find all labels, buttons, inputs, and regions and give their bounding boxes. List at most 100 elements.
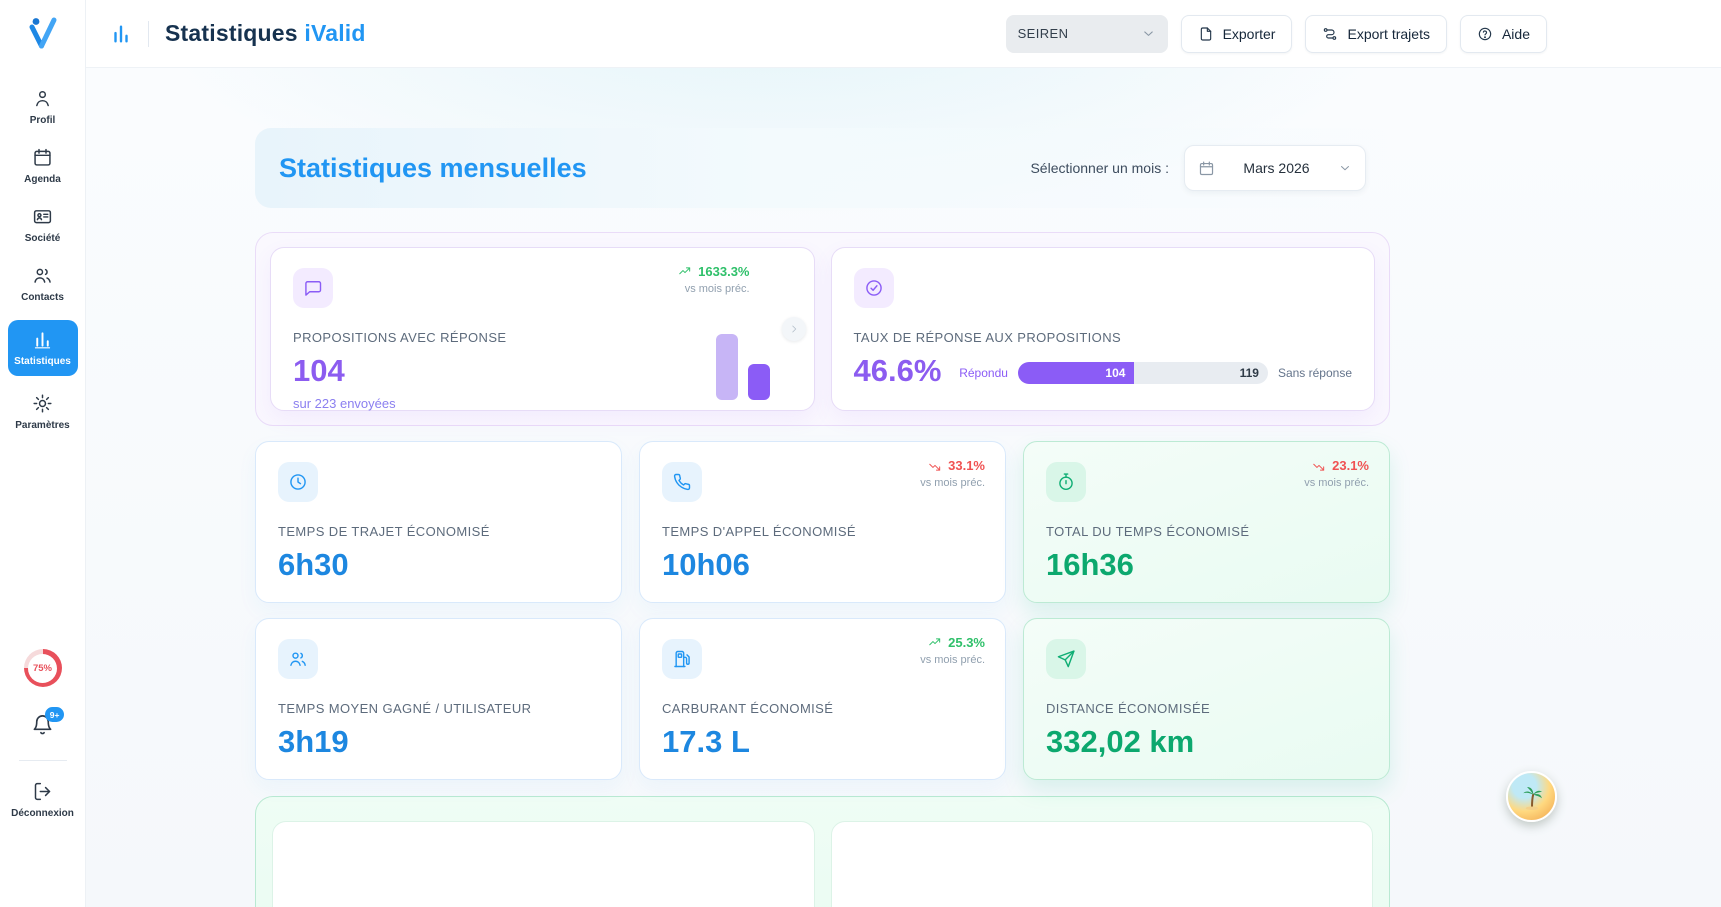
partial-card (272, 821, 815, 907)
card-next-button[interactable] (782, 317, 806, 341)
month-picker-label: Sélectionner un mois : (1030, 160, 1169, 176)
topbar-title-group: Statistiques iValid (110, 20, 366, 47)
trend-down-icon (1312, 459, 1326, 473)
trend-caption: vs mois préc. (920, 654, 985, 666)
card-value: 332,02 km (1046, 724, 1367, 760)
logout-button[interactable]: Déconnexion (8, 777, 78, 823)
check-circle-icon (864, 278, 884, 298)
notifications-count-badge: 9+ (45, 707, 64, 722)
trend-up-icon (678, 265, 692, 279)
trend-value: 25.3% (920, 635, 985, 650)
trend-block: 23.1% vs mois préc. (1304, 458, 1369, 489)
section-header: Statistiques mensuelles Sélectionner un … (255, 128, 1390, 208)
trend-block: 25.3% vs mois préc. (920, 635, 985, 666)
sidebar-item-label: Contacts (21, 292, 64, 303)
topbar-actions: SEIREN Exporter Export trajets Aide (1006, 15, 1547, 53)
month-picker-group: Sélectionner un mois : Mars 2026 (1030, 145, 1366, 191)
trend-caption: vs mois préc. (678, 283, 749, 295)
palm-tree-icon (1517, 782, 1547, 812)
card-title: TEMPS D'APPEL ÉCONOMISÉ (662, 524, 983, 539)
help-button[interactable]: Aide (1460, 15, 1547, 53)
sidebar-item-label: Statistiques (14, 356, 71, 367)
trend-caption: vs mois préc. (1304, 477, 1369, 489)
document-icon (1198, 26, 1214, 42)
card-title: TAUX DE RÉPONSE AUX PROPOSITIONS (854, 330, 1353, 345)
mini-bar-chart (716, 334, 770, 400)
card-title: TEMPS DE TRAJET ÉCONOMISÉ (278, 524, 599, 539)
fuel-pump-icon (672, 649, 692, 669)
no-answer-bar-segment: 119 (1134, 362, 1268, 384)
logout-icon (32, 781, 53, 802)
help-circle-icon (1477, 26, 1493, 42)
card-value: 17.3 L (662, 724, 983, 760)
sidebar-item-agenda[interactable]: Agenda (8, 143, 78, 189)
card-title: CARBURANT ÉCONOMISÉ (662, 701, 983, 716)
response-progress-bar: 104 119 (1018, 362, 1268, 384)
user-icon (32, 88, 53, 109)
stat-card-distance: DISTANCE ÉCONOMISÉE 332,02 km (1023, 618, 1390, 780)
stopwatch-icon (1056, 472, 1076, 492)
page-title: Statistiques iValid (165, 20, 366, 47)
card-title: TEMPS MOYEN GAGNÉ / UTILISATEUR (278, 701, 599, 716)
card-value: 6h30 (278, 547, 599, 583)
mini-bar-sent (716, 334, 738, 400)
sidebar-item-statistiques[interactable]: Statistiques (8, 320, 78, 376)
trend-block: 33.1% vs mois préc. (920, 458, 985, 489)
month-select[interactable]: Mars 2026 (1184, 145, 1366, 191)
stat-card-taux-reponse: TAUX DE RÉPONSE AUX PROPOSITIONS 46.6% R… (831, 247, 1376, 411)
notifications-button[interactable]: 9+ (31, 713, 54, 736)
chip (662, 639, 702, 679)
stats-header-icon (110, 23, 132, 45)
sidebar-item-contacts[interactable]: Contacts (8, 261, 78, 307)
id-card-icon (32, 206, 53, 227)
help-button-label: Aide (1502, 26, 1530, 42)
chip (662, 462, 702, 502)
ivalid-logo-icon (23, 14, 63, 54)
usage-progress-value: 75% (28, 654, 57, 683)
logout-label: Déconnexion (11, 808, 74, 819)
stat-card-temps-moyen: TEMPS MOYEN GAGNÉ / UTILISATEUR 3h19 (255, 618, 622, 780)
page-title-main: Statistiques (165, 20, 298, 46)
mini-bar-answered (748, 364, 770, 400)
export-trips-button[interactable]: Export trajets (1305, 15, 1446, 53)
trend-down-icon (928, 459, 942, 473)
clock-icon (288, 472, 308, 492)
sidebar-item-profil[interactable]: Profil (8, 84, 78, 130)
month-select-value: Mars 2026 (1226, 160, 1327, 176)
sidebar-item-parametres[interactable]: Paramètres (8, 389, 78, 435)
trend-value: 1633.3% (678, 264, 749, 279)
sidebar-item-label: Paramètres (15, 420, 69, 431)
route-icon (1322, 26, 1338, 42)
usage-progress-badge[interactable]: 75% (24, 649, 62, 687)
answered-bar-segment: 104 (1018, 362, 1135, 384)
contacts-icon (32, 265, 53, 286)
chip (1046, 462, 1086, 502)
chip (278, 639, 318, 679)
chat-bubble-icon (303, 278, 323, 298)
page-title-accent: iValid (304, 20, 365, 46)
trend-block: 1633.3% vs mois préc. (678, 264, 749, 295)
sidebar-nav: Profil Agenda Société Contacts Statistiq… (0, 84, 85, 435)
trend-value: 33.1% (920, 458, 985, 473)
export-button-label: Exporter (1223, 26, 1276, 42)
chip (1046, 639, 1086, 679)
card-title: TOTAL DU TEMPS ÉCONOMISÉ (1046, 524, 1367, 539)
ivalid-logo (0, 0, 85, 68)
stat-card-temps-trajet: TEMPS DE TRAJET ÉCONOMISÉ 6h30 (255, 441, 622, 603)
chip (278, 462, 318, 502)
trend-up-icon (928, 636, 942, 650)
trend-percent: 33.1% (948, 458, 985, 473)
export-button[interactable]: Exporter (1181, 15, 1293, 53)
propositions-section: 1633.3% vs mois préc. PROPOSITIONS AVEC … (255, 232, 1390, 426)
chip (293, 268, 333, 308)
sidebar-item-label: Société (25, 233, 61, 244)
chip (854, 268, 894, 308)
chevron-down-icon (1141, 26, 1156, 41)
trend-percent: 1633.3% (698, 264, 749, 279)
topbar: Statistiques iValid SEIREN Exporter Expo… (86, 0, 1721, 68)
sidebar-item-societe[interactable]: Société (8, 202, 78, 248)
export-trips-button-label: Export trajets (1347, 26, 1429, 42)
company-select[interactable]: SEIREN (1006, 15, 1168, 53)
app-window: Profil Agenda Société Contacts Statistiq… (0, 0, 1721, 907)
beach-widget-button[interactable] (1506, 771, 1557, 822)
